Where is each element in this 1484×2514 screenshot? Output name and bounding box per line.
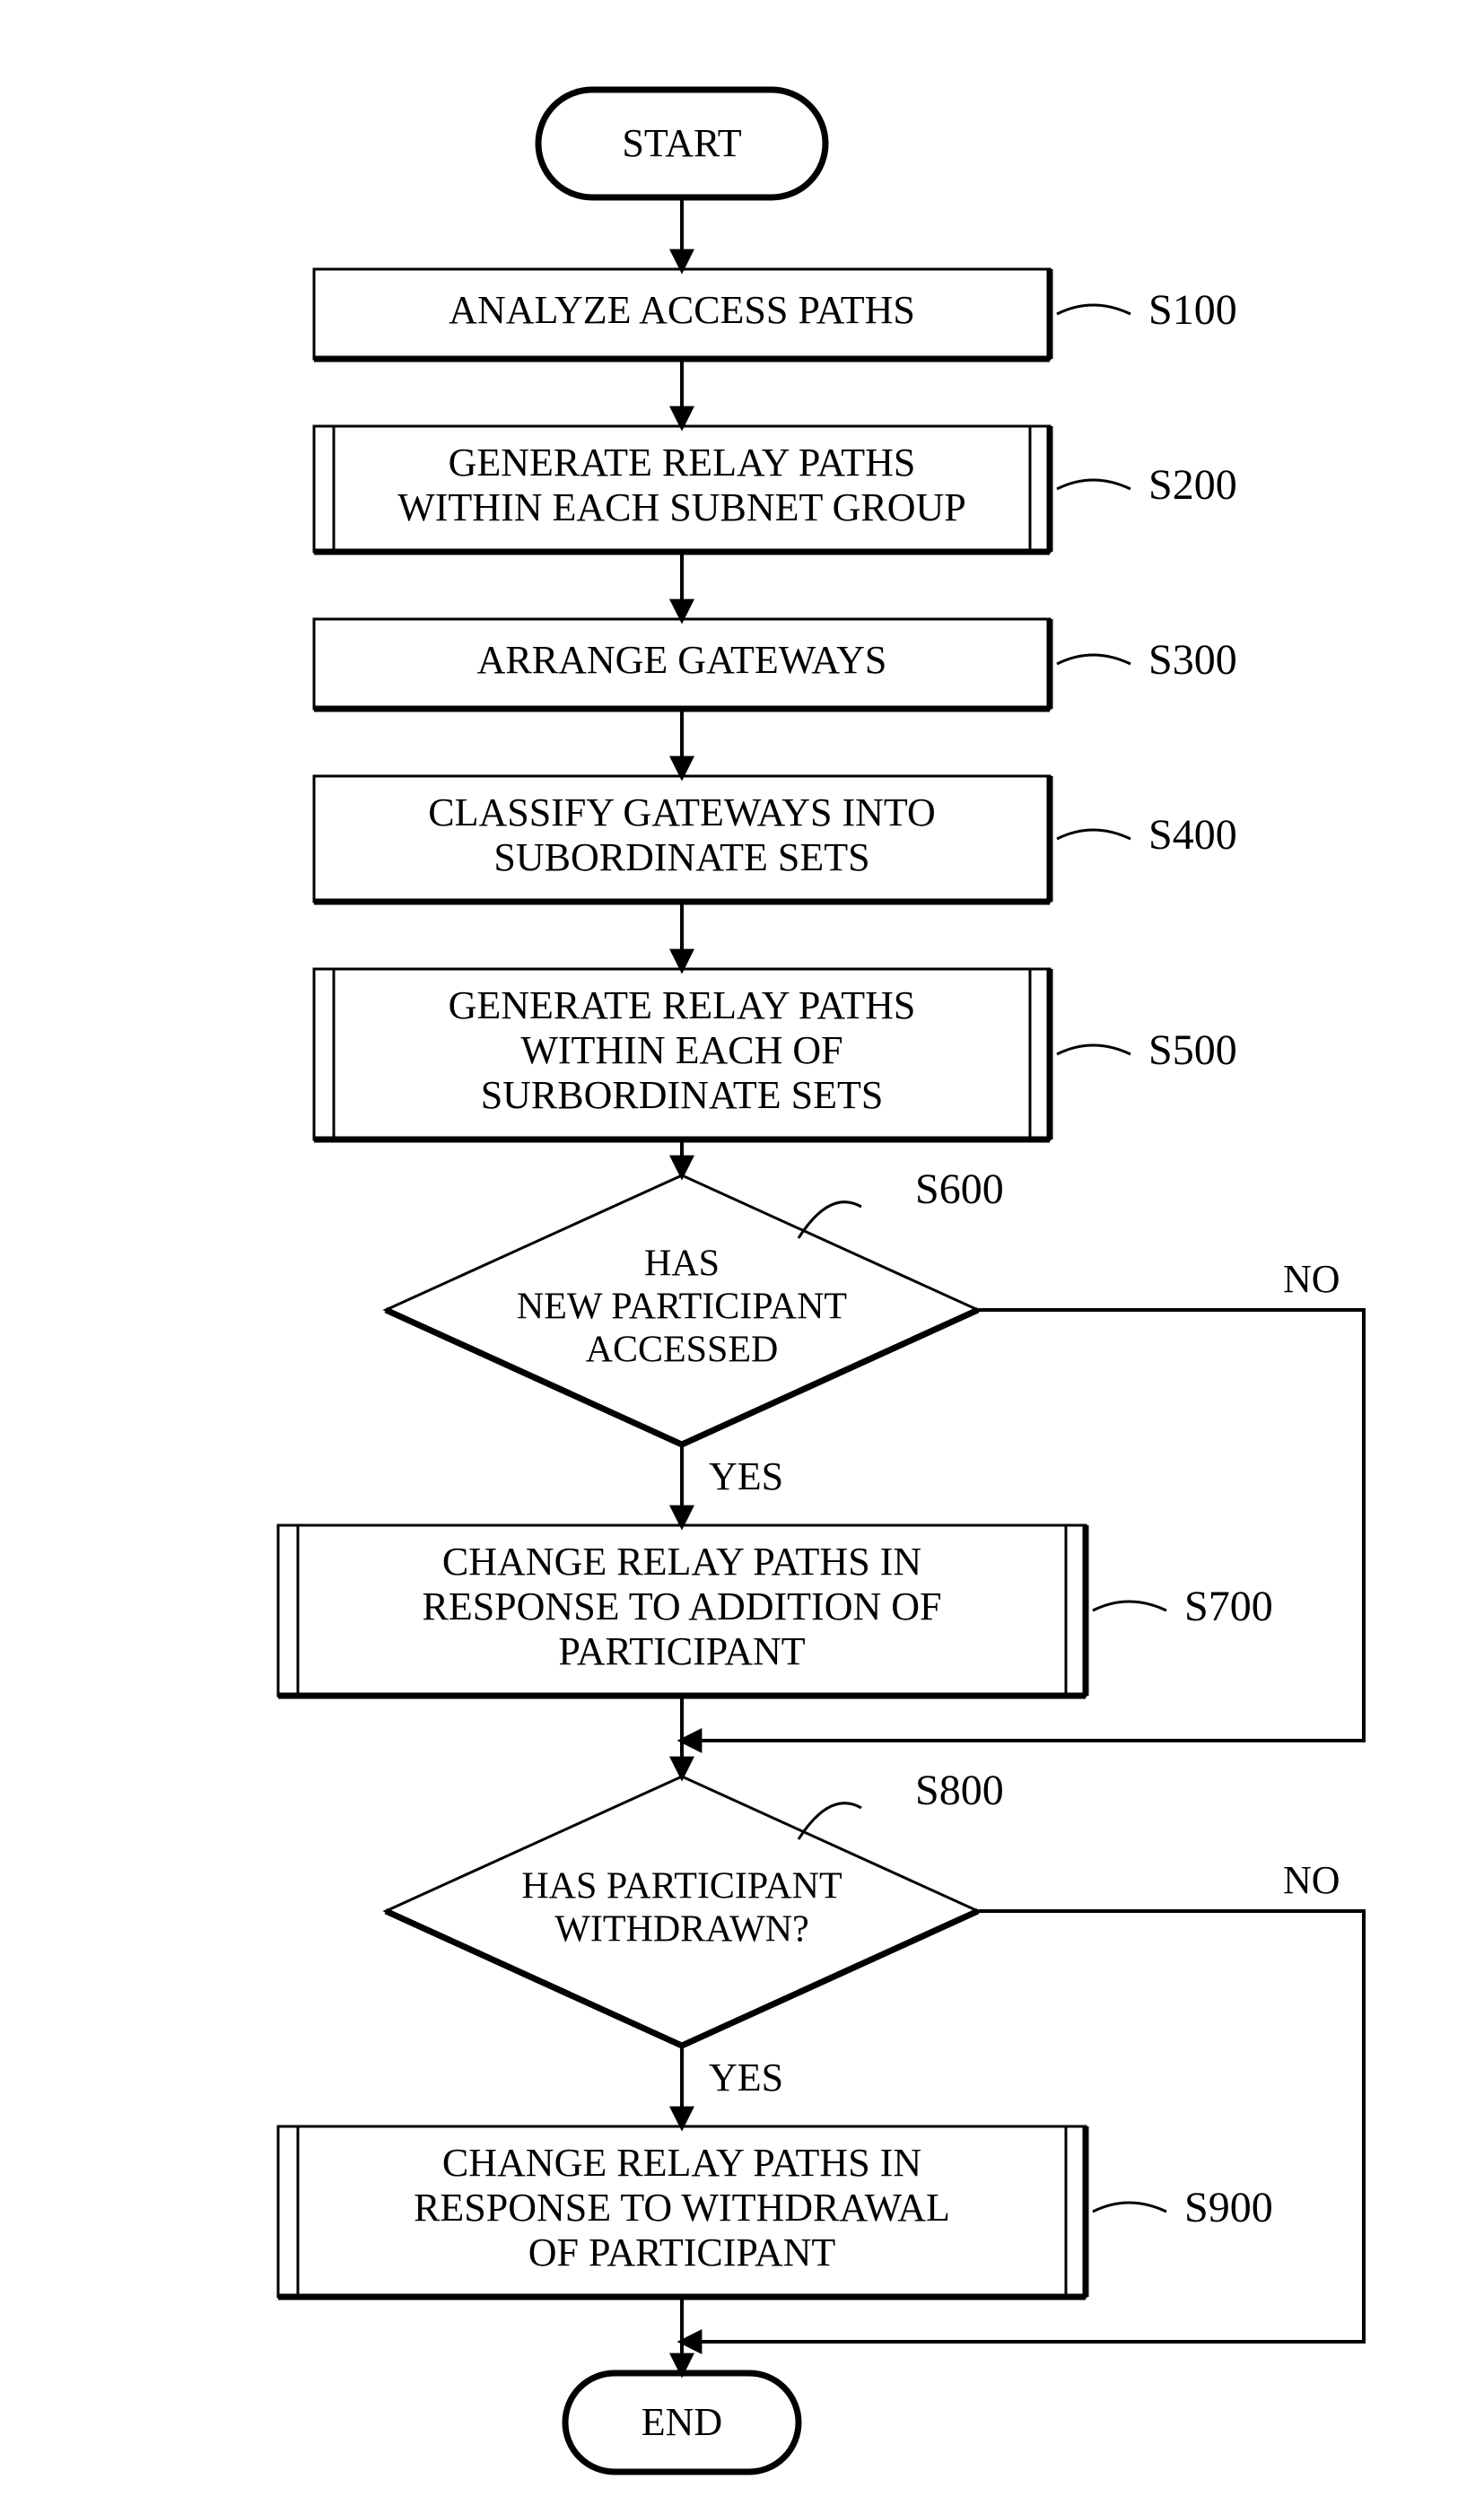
process-s500-line2: SURBORDINATE SETS <box>481 1073 884 1117</box>
label-s800: S800 <box>915 1767 1004 1814</box>
label-s300: S300 <box>1148 636 1237 684</box>
process-s400-line1: SUBORDINATE SETS <box>493 835 869 879</box>
label-s400: S400 <box>1148 811 1237 859</box>
process-s700-line0: CHANGE RELAY PATHS IN <box>442 1540 921 1584</box>
end-terminal: END <box>565 2373 799 2472</box>
edge-label-1: NO <box>1283 1257 1340 1301</box>
process-s900-line1: RESPONSE TO WITHDRAWAL <box>414 2186 950 2230</box>
start-terminal: START <box>538 90 825 197</box>
edge-label-0: YES <box>709 1454 783 1498</box>
decision-s600-line1: NEW PARTICIPANT <box>517 1287 847 1328</box>
process-s400-line0: CLASSIFY GATEWAYS INTO <box>428 790 936 834</box>
label-s700: S700 <box>1184 1583 1273 1630</box>
label-s600: S600 <box>915 1165 1004 1213</box>
end-terminal-text: END <box>642 2400 722 2444</box>
process-s900-line0: CHANGE RELAY PATHS IN <box>442 2141 921 2185</box>
decision-s600-line0: HAS <box>644 1244 720 1285</box>
process-s200-line0: GENERATE RELAY PATHS <box>449 441 916 484</box>
label-s200: S200 <box>1148 461 1237 509</box>
process-s700-line1: RESPONSE TO ADDITION OF <box>422 1584 941 1628</box>
process-s300-line0: ARRANGE GATEWAYS <box>477 638 887 682</box>
process-s100-line0: ANALYZE ACCESS PATHS <box>449 288 915 332</box>
process-s200-line1: WITHIN EACH SUBNET GROUP <box>397 485 966 529</box>
edge-label-3: NO <box>1283 1858 1340 1902</box>
label-s900: S900 <box>1184 2184 1273 2231</box>
label-s500: S500 <box>1148 1026 1237 1074</box>
decision-s800-line0: HAS PARTICIPANT <box>521 1866 842 1907</box>
process-s500-line0: GENERATE RELAY PATHS <box>449 983 916 1027</box>
label-s100: S100 <box>1148 286 1237 334</box>
edge-label-2: YES <box>709 2056 783 2099</box>
process-s700-line2: PARTICIPANT <box>558 1629 805 1673</box>
process-s500-line1: WITHIN EACH OF <box>520 1028 842 1072</box>
decision-s600-line2: ACCESSED <box>586 1330 779 1371</box>
start-terminal-text: START <box>622 121 741 165</box>
process-s900-line2: OF PARTICIPANT <box>528 2230 836 2274</box>
decision-s800-line1: WITHDRAWN? <box>554 1909 809 1951</box>
